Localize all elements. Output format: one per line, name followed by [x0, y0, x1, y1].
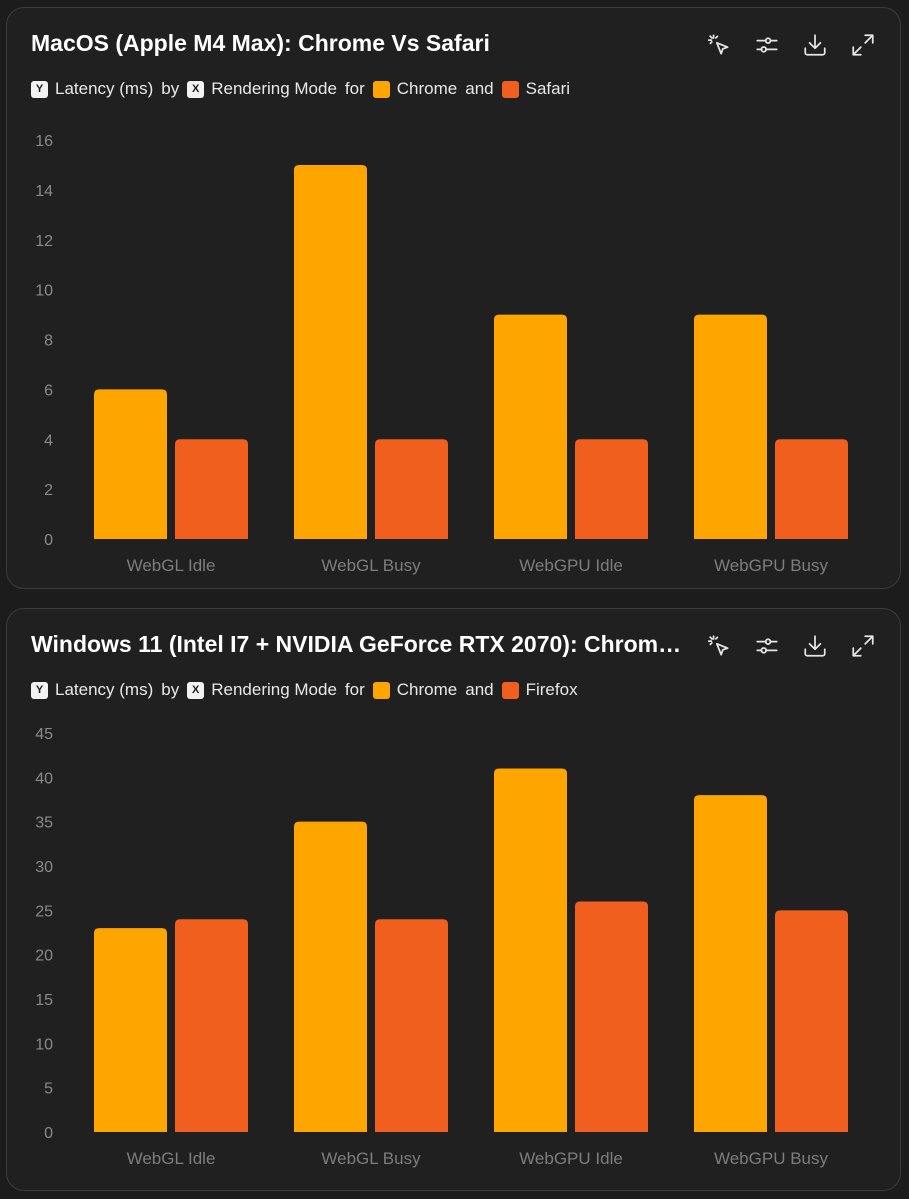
y-tick-label: 6	[44, 382, 53, 399]
y-tick-label: 4	[44, 432, 53, 449]
y-tick-label: 30	[35, 859, 53, 876]
chart-panel-windows: Windows 11 (Intel I7 + NVIDIA GeForce RT…	[6, 608, 901, 1191]
chart-toolbar	[702, 629, 880, 663]
x-tick-label: WebGPU Idle	[519, 556, 623, 575]
y-tick-label: 16	[35, 133, 53, 150]
chart-toolbar	[702, 28, 880, 62]
y-tick-label: 12	[35, 233, 53, 250]
bar-chrome-webgl-idle[interactable]	[94, 928, 167, 1132]
y-tick-label: 15	[35, 992, 53, 1009]
chart-title: MacOS (Apple M4 Max): Chrome Vs Safari	[31, 30, 490, 56]
y-tick-label: 0	[44, 1125, 53, 1142]
sliders-icon	[756, 37, 778, 53]
y-tick-label: 20	[35, 948, 53, 965]
legend-swatch-chrome[interactable]	[372, 80, 390, 98]
x-tick-label: WebGL Idle	[127, 1149, 216, 1168]
for-text: for	[344, 79, 365, 98]
select-pointer-icon	[707, 34, 729, 55]
bar-safari-webgl-idle[interactable]	[175, 439, 248, 539]
x-axis-badge: X	[187, 80, 205, 98]
bar-chrome-webgl-busy[interactable]	[294, 821, 367, 1132]
bar-chrome-webgpu-idle[interactable]	[494, 314, 567, 539]
and-text: and	[465, 79, 494, 98]
bar-chart-windows: 0 5 10 15 20 25 30 35 40 45 WebGL Idle WebGL Busy We…	[35, 726, 848, 1168]
chart-legend-subtitle: Y Latency (ms) by X Rendering Mode for C…	[31, 680, 586, 700]
y-tick-label: 0	[44, 532, 53, 549]
legend-label-chrome[interactable]: Chrome	[396, 680, 458, 699]
y-axis-label: Latency (ms)	[55, 79, 154, 98]
bar-firefox-webgpu-busy[interactable]	[775, 910, 848, 1132]
filter-settings-button[interactable]	[750, 28, 784, 62]
x-tick-label: WebGL Idle	[127, 556, 216, 575]
chart-panel-macos: MacOS (Apple M4 Max): Chrome Vs Safari Y…	[6, 7, 901, 589]
select-pointer-button[interactable]	[702, 629, 736, 663]
bar-safari-webgpu-idle[interactable]	[575, 439, 648, 539]
x-axis-label: Rendering Mode	[211, 79, 337, 98]
select-pointer-button[interactable]	[702, 28, 736, 62]
by-text: by	[161, 79, 180, 98]
legend-swatch-firefox[interactable]	[501, 681, 519, 699]
legend-swatch-safari[interactable]	[501, 80, 519, 98]
y-tick-label: 14	[35, 183, 53, 200]
x-axis-label: Rendering Mode	[211, 680, 337, 699]
filter-settings-button[interactable]	[750, 629, 784, 663]
y-tick-label: 25	[35, 903, 53, 920]
x-tick-label: WebGPU Busy	[714, 556, 829, 575]
x-tick-label: WebGL Busy	[321, 1149, 421, 1168]
y-axis-badge: Y	[31, 681, 48, 699]
for-text: for	[344, 680, 365, 699]
bar-chrome-webgpu-idle[interactable]	[494, 768, 567, 1132]
y-tick-label: 10	[35, 1036, 53, 1053]
bar-firefox-webgl-busy[interactable]	[375, 919, 448, 1132]
select-pointer-icon	[707, 635, 729, 656]
chart-title: Windows 11 (Intel I7 + NVIDIA GeForce RT…	[31, 631, 691, 657]
y-tick-label: 10	[35, 283, 53, 300]
chart-legend-subtitle: Y Latency (ms) by X Rendering Mode for C…	[31, 79, 578, 99]
x-tick-label: WebGPU Idle	[519, 1149, 623, 1168]
y-tick-label: 5	[44, 1081, 53, 1098]
y-axis-badge: Y	[31, 80, 48, 98]
x-axis-badge: X	[187, 681, 205, 699]
bar-firefox-webgl-idle[interactable]	[175, 919, 248, 1132]
x-tick-label: WebGL Busy	[321, 556, 421, 575]
y-tick-label: 40	[35, 770, 53, 787]
download-button[interactable]	[798, 28, 832, 62]
bar-safari-webgl-busy[interactable]	[375, 439, 448, 539]
download-icon	[804, 34, 826, 56]
legend-label-firefox[interactable]: Firefox	[525, 680, 578, 699]
download-button[interactable]	[798, 629, 832, 663]
bar-firefox-webgpu-idle[interactable]	[575, 901, 648, 1132]
download-icon	[804, 635, 826, 657]
and-text: and	[465, 680, 494, 699]
legend-label-safari[interactable]: Safari	[525, 79, 571, 98]
y-tick-label: 2	[44, 482, 53, 499]
sliders-icon	[756, 638, 778, 654]
x-tick-label: WebGPU Busy	[714, 1149, 829, 1168]
legend-swatch-chrome[interactable]	[372, 681, 390, 699]
y-tick-label: 45	[35, 726, 53, 743]
y-tick-label: 8	[44, 333, 53, 350]
y-tick-label: 35	[35, 815, 53, 832]
bar-chrome-webgpu-busy[interactable]	[694, 795, 767, 1132]
expand-button[interactable]	[846, 629, 880, 663]
y-axis-label: Latency (ms)	[55, 680, 154, 699]
expand-button[interactable]	[846, 28, 880, 62]
expand-icon	[852, 34, 874, 56]
expand-icon	[852, 635, 874, 657]
bar-chart-macos: 0 2 4 6 8 10 12 14 16 WebGL Idle WebGL Busy WebGPU …	[35, 133, 848, 575]
by-text: by	[161, 680, 180, 699]
bar-chrome-webgpu-busy[interactable]	[694, 314, 767, 539]
bar-chrome-webgl-idle[interactable]	[94, 389, 167, 539]
bar-chrome-webgl-busy[interactable]	[294, 164, 367, 539]
bar-safari-webgpu-busy[interactable]	[775, 439, 848, 539]
legend-label-chrome[interactable]: Chrome	[396, 79, 458, 98]
